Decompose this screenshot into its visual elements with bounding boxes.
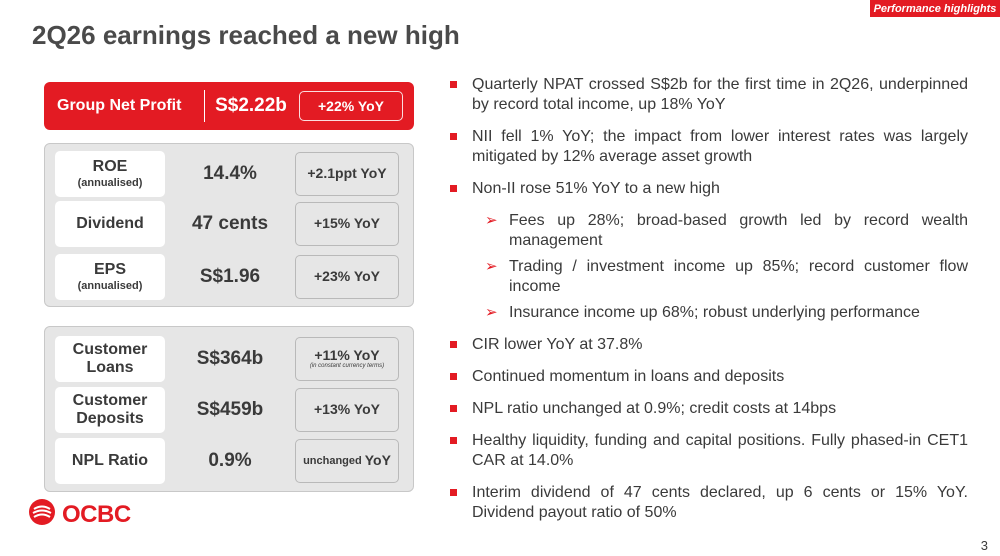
page-title: 2Q26 earnings reached a new high	[32, 20, 460, 50]
page-number: 3	[980, 538, 988, 553]
metric-label-sub: (annualised)	[77, 176, 143, 189]
list-item-text: CIR lower YoY at 37.8%	[472, 336, 643, 353]
list-item: CIR lower YoY at 37.8%	[447, 335, 968, 355]
metric-value: 0.9%	[208, 450, 252, 471]
balance-sheet-panel: Customer Loans S$364b +11% YoY (in const…	[44, 326, 414, 492]
list-item: Healthy liquidity, funding and capital p…	[447, 431, 968, 471]
sub-list-item: ➢ Insurance income up 68%; robust underly…	[485, 303, 968, 323]
ocbc-logo-icon	[28, 498, 56, 531]
metric-change: +15% YoY	[295, 202, 399, 246]
metric-change-text: +2.1ppt YoY	[307, 165, 387, 182]
metric-change-text: +15% YoY	[313, 215, 381, 232]
highlights-list: Quarterly NPAT crossed S$2b for the firs…	[447, 75, 968, 523]
logo-text: OCBC	[62, 500, 131, 528]
list-item-text: Non-II rose 51% YoY to a new high	[472, 180, 720, 197]
roe-row: ROE (annualised) 14.4% +2.1ppt YoY	[55, 151, 405, 197]
eps-row: EPS (annualised) S$1.96 +23% YoY	[55, 254, 405, 300]
metric-label: Dividend	[55, 201, 165, 247]
metric-value: 47 cents	[191, 213, 269, 234]
bullet-marker	[450, 185, 457, 192]
sub-list-item: ➢ Fees up 28%; broad-based growth led by …	[485, 211, 968, 251]
list-item: NII fell 1% YoY; the impact from lower i…	[447, 127, 968, 167]
metric-label-text: EPS	[93, 261, 126, 279]
metric-change: +11% YoY (in constant currency terms)	[295, 337, 399, 381]
list-item: NPL ratio unchanged at 0.9%; credit cost…	[447, 399, 968, 419]
metric-label-line2: Deposits	[76, 410, 144, 427]
metric-change: +13% YoY	[295, 388, 399, 432]
list-item: Quarterly NPAT crossed S$2b for the firs…	[447, 75, 968, 115]
metric-label-line1: Customer	[72, 391, 148, 409]
metric-change-text: YoY	[364, 452, 391, 469]
metric-change-note: (in constant currency terms)	[309, 363, 385, 370]
metric-label: EPS (annualised)	[55, 254, 165, 300]
group-net-profit-label: Group Net Profit	[57, 97, 182, 114]
bullet-marker	[450, 489, 457, 496]
arrow-icon: ➢	[485, 258, 498, 275]
metric-value: S$459b	[196, 399, 264, 420]
bullet-marker	[450, 373, 457, 380]
metric-label-sub: (annualised)	[77, 279, 143, 292]
ocbc-logo: OCBC	[28, 498, 131, 531]
metric-label-line1: Customer	[72, 340, 148, 358]
list-item-text: Healthy liquidity, funding and capital p…	[472, 432, 968, 469]
list-item: Interim dividend of 47 cents declared, u…	[447, 483, 968, 523]
metric-change-text: +23% YoY	[313, 268, 381, 285]
sub-list-item-text: Insurance income up 68%; robust underlyi…	[509, 304, 920, 321]
customer-loans-row: Customer Loans S$364b +11% YoY (in const…	[55, 336, 405, 382]
metric-change: +23% YoY	[295, 255, 399, 299]
bullet-marker	[450, 81, 457, 88]
metric-change-prefix: unchanged	[303, 454, 362, 467]
metric-label-text: ROE	[92, 158, 128, 176]
list-item: Continued momentum in loans and deposits	[447, 367, 968, 387]
bullet-marker	[450, 341, 457, 348]
list-item-text: Quarterly NPAT crossed S$2b for the firs…	[472, 76, 968, 113]
metric-change: unchanged YoY	[295, 439, 399, 483]
metric-label-text: Dividend	[76, 214, 144, 232]
sub-list-item-text: Trading / investment income up 85%; reco…	[509, 258, 968, 295]
list-item-text: NPL ratio unchanged at 0.9%; credit cost…	[472, 400, 837, 417]
metric-change-text: +13% YoY	[313, 401, 381, 418]
arrow-icon: ➢	[485, 212, 498, 229]
metric-label: NPL Ratio	[55, 438, 165, 484]
metric-change: +2.1ppt YoY	[295, 152, 399, 196]
divider	[204, 90, 205, 122]
metric-label-line2: Loans	[86, 359, 134, 376]
metric-label: ROE (annualised)	[55, 151, 165, 197]
returns-panel: ROE (annualised) 14.4% +2.1ppt YoY Divid…	[44, 143, 414, 307]
list-item-text: Continued momentum in loans and deposits	[472, 368, 785, 385]
arrow-icon: ➢	[485, 304, 498, 321]
list-item-text: Interim dividend of 47 cents declared, u…	[472, 484, 968, 521]
dividend-row: Dividend 47 cents +15% YoY	[55, 201, 405, 247]
list-item-text: NII fell 1% YoY; the impact from lower i…	[472, 128, 968, 165]
metric-value: 14.4%	[203, 163, 257, 184]
group-net-profit-value: S$2.22b	[215, 95, 287, 116]
sub-list-item-text: Fees up 28%; broad-based growth led by r…	[509, 212, 968, 249]
group-net-profit-change: +22% YoY	[299, 91, 403, 121]
metric-value: S$1.96	[199, 266, 261, 287]
metric-change-text: +11% YoY	[314, 347, 380, 363]
bullet-marker	[450, 405, 457, 412]
section-tag: Performance highlights	[870, 0, 1000, 17]
bullet-marker	[450, 133, 457, 140]
bullet-marker	[450, 437, 457, 444]
npl-ratio-row: NPL Ratio 0.9% unchanged YoY	[55, 438, 405, 484]
list-item: Non-II rose 51% YoY to a new high	[447, 179, 968, 199]
group-net-profit-banner: Group Net Profit S$2.22b +22% YoY	[44, 82, 414, 130]
sub-list-item: ➢ Trading / investment income up 85%; rec…	[485, 257, 968, 297]
metric-label-line1: NPL Ratio	[71, 451, 149, 469]
metric-label: Customer Deposits	[55, 387, 165, 433]
customer-deposits-row: Customer Deposits S$459b +13% YoY	[55, 387, 405, 433]
metric-value: S$364b	[196, 348, 264, 369]
metric-label: Customer Loans	[55, 336, 165, 382]
